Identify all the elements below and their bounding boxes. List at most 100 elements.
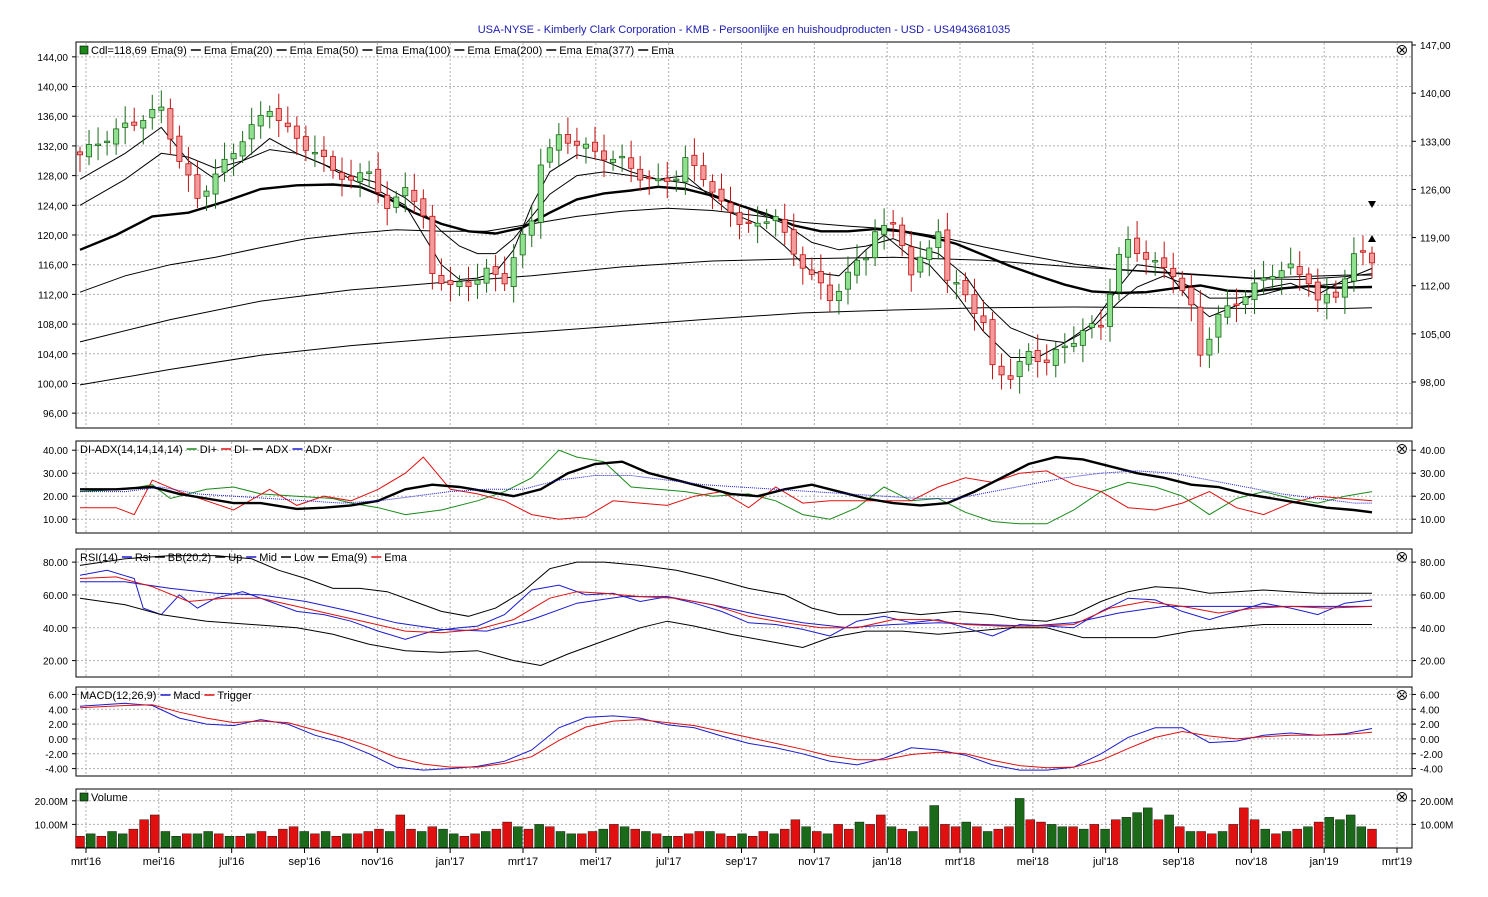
axis-tick-label: 136,00: [37, 112, 68, 123]
volume-bar: [1068, 826, 1078, 848]
chart-title: USA-NYSE - Kimberly Clark Corporation - …: [477, 24, 1011, 36]
volume-bar: [214, 833, 224, 848]
candle-down: [1034, 350, 1041, 362]
x-tick-label: jan'17: [435, 856, 465, 868]
candle-up: [456, 281, 463, 287]
candle-up: [537, 164, 544, 223]
candle-down: [320, 149, 327, 157]
axis-tick-label: 2.00: [1420, 720, 1440, 731]
volume-bar: [427, 826, 438, 848]
candle-up: [519, 233, 526, 256]
candle-down: [628, 157, 635, 169]
volume-bar: [961, 821, 971, 848]
candle-up: [212, 173, 219, 195]
volume-bar: [1345, 814, 1356, 848]
volume-bar: [384, 831, 395, 848]
close-icon[interactable]: [1397, 690, 1407, 700]
candle-down: [646, 176, 653, 180]
axis-tick-label: 112,00: [38, 290, 68, 301]
legend-label: Ema: [384, 552, 408, 564]
volume-bar: [374, 828, 384, 848]
candle-up: [266, 110, 273, 117]
candle-up: [1106, 293, 1113, 327]
series-line-Up: [79, 555, 1372, 622]
candle-down: [1314, 281, 1321, 301]
candle-down: [1188, 287, 1195, 306]
legend-label: Ema: [204, 45, 228, 57]
candle-up: [1350, 253, 1357, 282]
volume-bar: [801, 826, 811, 848]
volume-bar: [192, 833, 203, 848]
volume-bar: [1313, 821, 1324, 848]
volume-bar: [694, 831, 704, 848]
candle-down: [745, 221, 752, 224]
volume-bar: [288, 826, 299, 848]
candle-up: [257, 114, 264, 127]
volume-bar: [1175, 826, 1185, 848]
legend-label: Ema: [375, 45, 399, 57]
volume-bar: [310, 833, 320, 848]
volume-bar: [876, 814, 886, 848]
candle-up: [619, 155, 626, 159]
close-icon-cross[interactable]: [1399, 554, 1405, 560]
axis-tick-label: 80.00: [1420, 558, 1445, 569]
x-tick-label: mei'16: [143, 856, 175, 868]
volume-bar: [705, 831, 715, 848]
candle-up: [763, 221, 770, 224]
candle-up: [1125, 239, 1132, 258]
candle-down: [664, 177, 671, 183]
candle-up: [149, 109, 156, 119]
candle-up: [555, 134, 562, 151]
candle-down: [429, 215, 436, 274]
volume-bar: [1249, 819, 1260, 848]
candle-down: [411, 189, 418, 202]
candle-up: [1242, 296, 1249, 305]
series-line-Low: [79, 597, 1372, 667]
volume-bar: [128, 828, 139, 848]
legend-label: Ema(100): [402, 45, 450, 57]
volume-bar: [203, 831, 213, 848]
volume-bar: [85, 833, 96, 848]
volume-bar: [1356, 826, 1367, 848]
volume-bar: [972, 826, 982, 848]
panel-title: DI-ADX(14,14,14,14): [80, 444, 183, 456]
volume-bar: [278, 828, 288, 848]
panel-title: RSI(14): [80, 552, 118, 564]
close-icon-cross[interactable]: [1399, 446, 1405, 452]
candle-up: [510, 257, 517, 287]
axis-tick-label: 40.00: [1420, 446, 1445, 457]
volume-bar: [1089, 824, 1100, 848]
x-tick-label: mei'17: [580, 856, 612, 868]
x-tick-label: mrt'17: [508, 856, 538, 868]
close-icon-cross[interactable]: [1399, 692, 1405, 698]
close-icon[interactable]: [1397, 792, 1407, 802]
volume-bar: [577, 833, 587, 848]
legend-label: Ema(377): [586, 45, 634, 57]
axis-tick-label: 4.00: [1420, 705, 1440, 716]
candle-up: [754, 222, 761, 227]
volume-bar: [897, 828, 907, 848]
axis-tick-label: 116,00: [38, 261, 68, 272]
close-icon[interactable]: [1397, 45, 1407, 55]
close-icon[interactable]: [1397, 552, 1407, 562]
candle-up: [881, 225, 888, 235]
volume-bar: [908, 831, 918, 848]
volume-bar: [790, 819, 801, 848]
candle-down: [77, 151, 84, 156]
volume-bar: [96, 836, 107, 848]
volume-bar: [555, 831, 566, 848]
candle-up: [673, 178, 680, 181]
close-icon-cross[interactable]: [1399, 47, 1405, 53]
close-icon-cross[interactable]: [1399, 794, 1405, 800]
volume-bar: [139, 819, 149, 848]
volume-bar: [1228, 824, 1238, 848]
candle-down: [691, 154, 698, 166]
legend-swatch-candle: [79, 45, 89, 55]
close-icon[interactable]: [1397, 444, 1407, 454]
volume-bar: [406, 828, 416, 848]
volume-bar: [1217, 831, 1228, 848]
legend-label: Low: [294, 552, 314, 564]
candle-up: [655, 178, 662, 182]
candle-down: [1170, 267, 1177, 277]
candle-up: [221, 158, 228, 173]
